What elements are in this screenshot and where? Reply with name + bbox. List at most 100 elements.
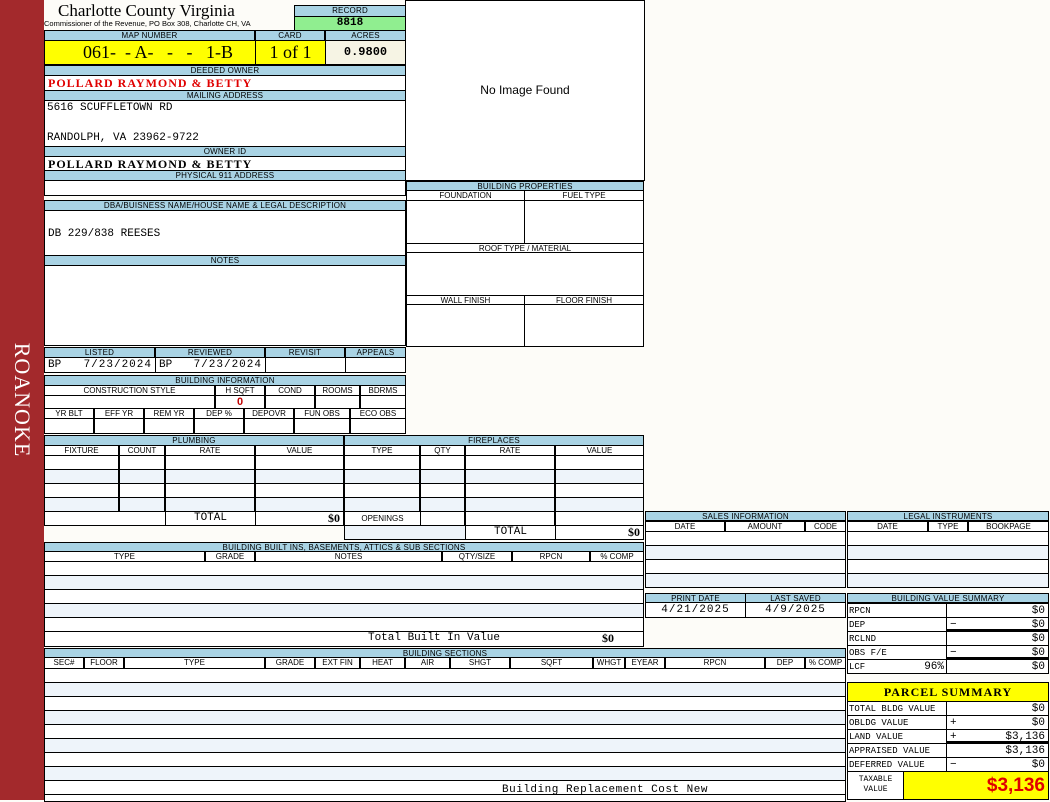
amount: $3,136: [1005, 745, 1045, 757]
table-cell: [119, 455, 165, 470]
table-row: [44, 617, 644, 632]
section-header: LEGAL INSTRUMENTS: [847, 511, 1049, 521]
value-cell: [315, 395, 360, 409]
table-row: [847, 573, 1049, 588]
table-row: [44, 603, 644, 618]
value-cell: 0: [215, 395, 265, 409]
table-row: [44, 668, 846, 683]
table-row: [645, 545, 846, 560]
table-cell: [165, 455, 255, 470]
label-text: APPRAISED VALUE: [849, 746, 931, 756]
table-cell: [344, 469, 420, 484]
amount: $0: [1031, 619, 1045, 631]
value-cell: [194, 418, 244, 434]
summary-value: $0: [946, 603, 1049, 618]
label-text: OBLDG VALUE: [849, 718, 909, 728]
table-row: [44, 710, 846, 725]
record-number: 8818: [294, 16, 406, 31]
table-row: [44, 738, 846, 753]
summary-value: $0: [946, 631, 1049, 646]
district-label: ROANOKE: [10, 342, 35, 458]
table-cell: [555, 469, 644, 484]
table-cell: [555, 497, 644, 512]
value-cell: [360, 395, 406, 409]
table-row: [44, 682, 846, 697]
table-cell: [465, 469, 555, 484]
parcel-summary-title: PARCEL SUMMARY: [847, 682, 1049, 702]
table-cell: [555, 511, 644, 526]
table-cell: [420, 483, 465, 498]
appeals-value: [345, 357, 406, 373]
summary-label: LAND VALUE: [847, 729, 948, 744]
table-cell: [44, 469, 119, 484]
plumbing-total: $0: [255, 511, 344, 526]
amount: $0: [1031, 605, 1045, 617]
amount: $0: [1031, 633, 1045, 645]
table-cell: [165, 497, 255, 512]
reviewer-initials: BP: [48, 359, 62, 371]
summary-value: $3,136: [946, 743, 1049, 758]
label-text: LCF: [849, 662, 866, 672]
table-row: [847, 545, 1049, 560]
reviewer-initials: BP: [159, 359, 173, 371]
openings-label: OPENINGS: [344, 511, 421, 526]
table-row: [847, 531, 1049, 546]
label-text: RPCN: [849, 606, 871, 616]
table-row: [44, 752, 846, 767]
table-cell: [255, 469, 344, 484]
section-header: BUILDING VALUE SUMMARY: [847, 593, 1049, 603]
table-cell: [165, 469, 255, 484]
value-cell: [144, 418, 194, 434]
label-text: DEFERRED VALUE: [849, 760, 925, 770]
map-number: 061- - A- - - 1-B: [44, 40, 256, 65]
table-row: [44, 724, 846, 739]
table-cell: [255, 455, 344, 470]
acres-value: 0.9800: [325, 40, 406, 65]
sign: −: [950, 647, 957, 659]
summary-label: RCLND: [847, 631, 948, 646]
table-cell: [344, 455, 420, 470]
value-cell: [44, 395, 215, 409]
table-row: [847, 559, 1049, 574]
table-cell: [119, 483, 165, 498]
table-cell: [44, 455, 119, 470]
table-row: [44, 589, 644, 604]
address-line-2: RANDOLPH, VA 23962-9722: [47, 132, 199, 144]
summary-value: − $0: [946, 645, 1049, 660]
review-date: 7/23/2024: [83, 359, 152, 371]
amount: $3,136: [1005, 731, 1045, 743]
label-text: DEP: [849, 620, 866, 630]
table-cell: [420, 455, 465, 470]
value-cell: [94, 418, 144, 434]
table-cell: [555, 483, 644, 498]
table-row: [44, 575, 644, 590]
wall-finish-value: [406, 304, 525, 347]
total-label: Total Built In Value: [367, 632, 500, 644]
table-cell: [344, 525, 466, 540]
summary-value: − $0: [946, 617, 1049, 632]
table-cell: [465, 483, 555, 498]
summary-label: DEFERRED VALUE: [847, 757, 948, 772]
amount: $0: [1031, 661, 1045, 673]
review-entry: BP 7/23/2024: [44, 357, 156, 373]
table-cell: [420, 511, 465, 526]
value-cell: [244, 418, 294, 434]
table-cell: [119, 469, 165, 484]
summary-label: LCF 96%: [847, 659, 948, 674]
table-cell: [165, 483, 255, 498]
summary-label: APPRAISED VALUE: [847, 743, 948, 758]
summary-label: OBLDG VALUE: [847, 715, 948, 730]
mailing-address: [44, 100, 406, 147]
summary-value: − $0: [946, 757, 1049, 772]
lcf-percent: 96%: [924, 661, 944, 673]
foundation-value: [406, 200, 525, 244]
table-row: [645, 531, 846, 546]
table-row: [645, 573, 846, 588]
revisit-value: [265, 357, 346, 373]
sign: +: [950, 717, 957, 729]
built-in-total: $0: [602, 632, 614, 645]
taxable-value: $3,136: [903, 771, 1049, 800]
print-date: 4/21/2025: [645, 602, 746, 618]
review-entry: BP 7/23/2024: [155, 357, 266, 373]
summary-label: TOTAL BLDG VALUE: [847, 701, 948, 716]
